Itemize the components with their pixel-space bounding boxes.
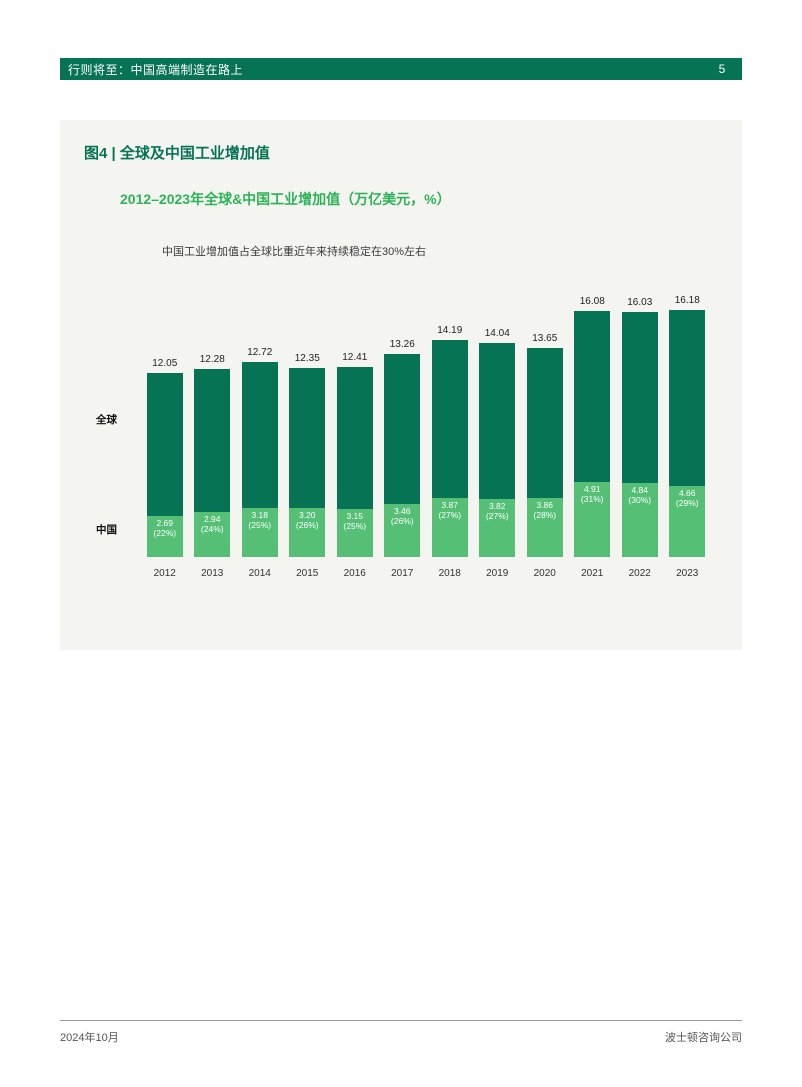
x-axis-year: 2015 (287, 568, 329, 579)
bar-segment-china: 3.86(28%) (527, 498, 563, 557)
panel-title: 图4 | 全球及中国工业增加值 (84, 142, 718, 163)
bar-segment-global (527, 348, 563, 498)
bar-column: 14.19 3.87(27%) (429, 325, 471, 557)
x-axis-year: 2023 (667, 568, 709, 579)
chart-panel: 图4 | 全球及中国工业增加值 2012–2023年全球&中国工业增加值（万亿美… (60, 120, 742, 650)
chart-area: 全球 中国 12.05 2.69(22%) 12.28 2.94(24%) 12.72 3… (84, 267, 718, 587)
bar-total-label: 16.18 (675, 295, 700, 306)
china-value-label: 3.82(27%) (479, 502, 515, 522)
bar-column: 13.26 3.46(26%) (382, 339, 424, 557)
bar-column: 16.03 4.84(30%) (619, 297, 661, 557)
bar-stack: 3.87(27%) (432, 340, 468, 557)
x-axis-year: 2017 (382, 568, 424, 579)
china-value-label: 4.84(30%) (622, 486, 658, 506)
x-axis-year: 2021 (572, 568, 614, 579)
bar-segment-global (622, 312, 658, 483)
bar-segment-global (289, 368, 325, 508)
china-value-label: 2.94(24%) (194, 515, 230, 535)
y-axis-label-china: 中国 (96, 522, 117, 537)
panel-subtitle: 2012–2023年全球&中国工业增加值（万亿美元，%） (120, 189, 718, 209)
bar-segment-china: 3.82(27%) (479, 499, 515, 557)
bar-segment-global (147, 373, 183, 516)
bar-column: 12.72 3.18(25%) (239, 347, 281, 557)
bar-segment-china: 2.94(24%) (194, 512, 230, 557)
bar-total-label: 13.65 (532, 333, 557, 344)
bar-column: 13.65 3.86(28%) (524, 333, 566, 557)
bar-total-label: 12.28 (200, 354, 225, 365)
china-value-label: 3.46(26%) (384, 507, 420, 527)
page-footer: 2024年10月 波士顿咨询公司 (60, 1020, 742, 1045)
bar-segment-global (432, 340, 468, 498)
y-axis-label-global: 全球 (96, 412, 117, 427)
bar-stack: 2.94(24%) (194, 369, 230, 557)
bar-segment-global (669, 310, 705, 486)
header-bar: 行则将至：中国高端制造在路上 5 (60, 58, 742, 80)
china-value-label: 2.69(22%) (147, 519, 183, 539)
x-axis-year: 2019 (477, 568, 519, 579)
bar-total-label: 16.08 (580, 296, 605, 307)
bar-segment-global (242, 362, 278, 508)
bar-total-label: 14.04 (485, 328, 510, 339)
bar-stack: 3.20(26%) (289, 368, 325, 557)
china-value-label: 4.66(29%) (669, 489, 705, 509)
bar-segment-china: 3.20(26%) (289, 508, 325, 557)
bar-stack: 3.86(28%) (527, 348, 563, 557)
bar-segment-china: 4.91(31%) (574, 482, 610, 557)
x-axis-labels: 2012 2013 2014 2015 2016 2017 2018 2019 2020 2021… (144, 568, 708, 579)
bar-total-label: 13.26 (390, 339, 415, 350)
bar-column: 16.18 4.66(29%) (667, 295, 709, 557)
x-axis-year: 2016 (334, 568, 376, 579)
bar-segment-china: 3.87(27%) (432, 498, 468, 557)
page-number: 5 (702, 62, 742, 76)
x-axis-year: 2012 (144, 568, 186, 579)
bars-row: 12.05 2.69(22%) 12.28 2.94(24%) 12.72 3.18(25… (144, 287, 708, 557)
bar-column: 12.41 3.15(25%) (334, 352, 376, 557)
bar-column: 16.08 4.91(31%) (572, 296, 614, 557)
china-value-label: 3.18(25%) (242, 511, 278, 531)
china-value-label: 3.86(28%) (527, 501, 563, 521)
bar-segment-china: 3.46(26%) (384, 504, 420, 557)
bar-stack: 4.66(29%) (669, 310, 705, 557)
bar-stack: 3.82(27%) (479, 343, 515, 557)
bar-total-label: 16.03 (627, 297, 652, 308)
bar-total-label: 12.41 (342, 352, 367, 363)
china-value-label: 3.20(26%) (289, 511, 325, 531)
x-axis-year: 2014 (239, 568, 281, 579)
bar-segment-global (479, 343, 515, 499)
bar-stack: 3.18(25%) (242, 362, 278, 557)
bar-segment-global (337, 367, 373, 509)
bar-stack: 3.46(26%) (384, 354, 420, 557)
bar-stack: 4.84(30%) (622, 312, 658, 557)
bar-column: 12.28 2.94(24%) (192, 354, 234, 557)
bar-stack: 3.15(25%) (337, 367, 373, 557)
bar-stack: 2.69(22%) (147, 373, 183, 557)
china-value-label: 3.87(27%) (432, 501, 468, 521)
x-axis-year: 2020 (524, 568, 566, 579)
bar-segment-china: 3.15(25%) (337, 509, 373, 557)
x-axis-year: 2018 (429, 568, 471, 579)
bar-segment-china: 4.66(29%) (669, 486, 705, 557)
x-axis-year: 2013 (192, 568, 234, 579)
footer-date: 2024年10月 (60, 1029, 119, 1045)
bar-total-label: 14.19 (437, 325, 462, 336)
panel-note: 中国工业增加值占全球比重近年来持续稳定在30%左右 (162, 243, 718, 259)
header-title: 行则将至：中国高端制造在路上 (60, 61, 702, 78)
bar-segment-global (384, 354, 420, 504)
bar-column: 14.04 3.82(27%) (477, 328, 519, 557)
x-axis-year: 2022 (619, 568, 661, 579)
bar-segment-global (194, 369, 230, 512)
china-value-label: 4.91(31%) (574, 485, 610, 505)
bar-segment-china: 4.84(30%) (622, 483, 658, 557)
bar-segment-china: 3.18(25%) (242, 508, 278, 557)
bar-total-label: 12.72 (247, 347, 272, 358)
bar-segment-global (574, 311, 610, 482)
bar-total-label: 12.35 (295, 353, 320, 364)
bar-total-label: 12.05 (152, 358, 177, 369)
footer-company: 波士顿咨询公司 (665, 1029, 742, 1045)
china-value-label: 3.15(25%) (337, 512, 373, 532)
bar-column: 12.35 3.20(26%) (287, 353, 329, 557)
bar-stack: 4.91(31%) (574, 311, 610, 557)
bar-column: 12.05 2.69(22%) (144, 358, 186, 557)
bar-segment-china: 2.69(22%) (147, 516, 183, 557)
